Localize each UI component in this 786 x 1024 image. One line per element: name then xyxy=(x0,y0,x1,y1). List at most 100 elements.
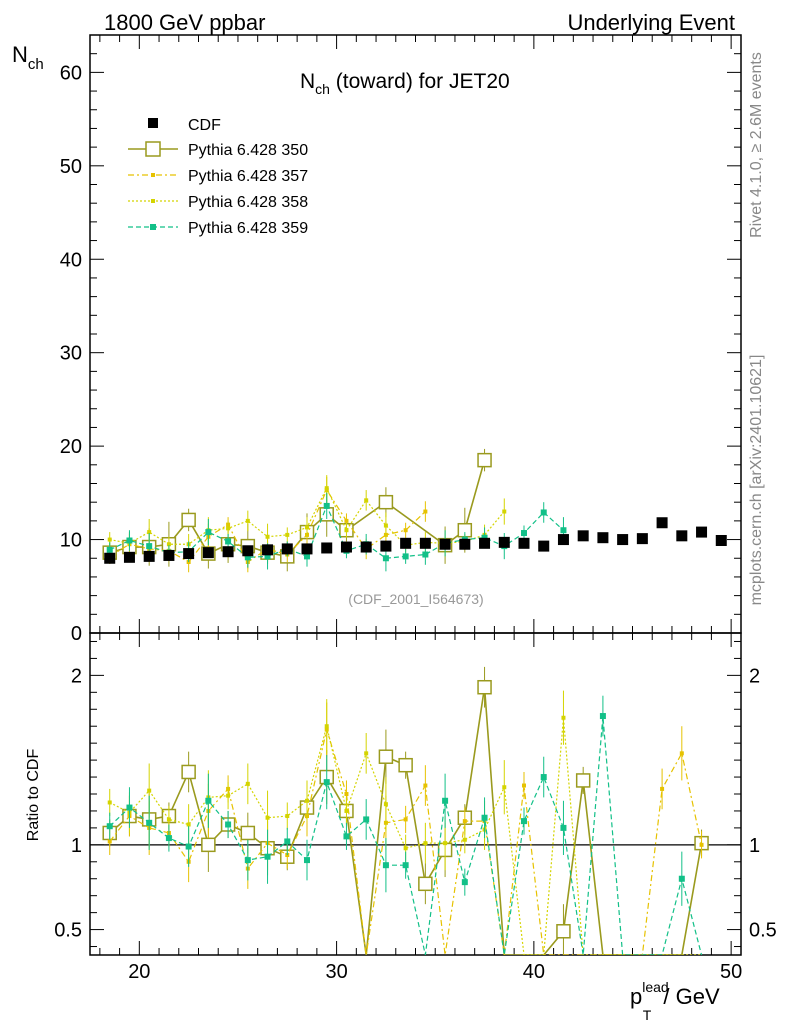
main-title: Nch (toward) for JET20 xyxy=(300,70,510,97)
ratio-point xyxy=(205,797,212,804)
ratio-point xyxy=(678,875,685,882)
ratio-point xyxy=(462,819,467,824)
ratio-point xyxy=(383,802,388,807)
ratio-point xyxy=(522,783,526,788)
y-tick-label-ratio-right: 1 xyxy=(749,835,760,857)
ratio-point xyxy=(343,833,350,840)
legend-entry-350: Pythia 6.428 350 xyxy=(128,141,308,159)
data-point xyxy=(264,553,271,560)
cdf-point xyxy=(321,542,333,554)
data-point xyxy=(364,498,369,503)
y-tick-label-main: 0 xyxy=(71,623,82,645)
legend-marker-358 xyxy=(151,199,155,203)
cdf-point xyxy=(281,543,293,555)
data-point xyxy=(344,528,349,533)
ratio-point xyxy=(461,879,468,886)
legend-marker-350 xyxy=(145,141,161,157)
cdf-point xyxy=(498,536,510,548)
ratio-point xyxy=(165,835,172,842)
ratio-point xyxy=(382,862,389,869)
x-axis-label: plead T / GeV xyxy=(630,979,720,1023)
cdf-point xyxy=(538,540,550,552)
data-point xyxy=(323,502,330,509)
ratio-point xyxy=(185,843,192,850)
legend-label-350: Pythia 6.428 350 xyxy=(188,142,308,159)
ratio-ylabel: Ratio to CDF xyxy=(25,749,42,842)
ratio-point xyxy=(442,797,449,804)
ratio-point xyxy=(285,814,290,819)
y-tick-label-ratio: 2 xyxy=(71,665,82,687)
ratio-point xyxy=(402,862,409,869)
ratio-point xyxy=(560,824,567,831)
header-right: Underlying Event xyxy=(567,10,735,35)
cdf-point xyxy=(222,546,234,558)
source-label: mcplots.cern.ch [arXiv:2401.10621] xyxy=(748,355,765,606)
ratio-point xyxy=(344,792,349,796)
ratio-point xyxy=(462,837,467,842)
ratio-point xyxy=(226,793,231,798)
legend-marker-357 xyxy=(151,173,155,177)
cdf-point xyxy=(479,537,491,549)
data-point xyxy=(402,553,409,560)
data-point xyxy=(540,509,547,516)
ratio-point xyxy=(186,822,191,827)
ratio-point xyxy=(364,751,369,756)
ratio-point xyxy=(225,821,232,828)
ratio-point xyxy=(344,808,349,813)
y-tick-label-main: 30 xyxy=(60,343,82,365)
ratio-point xyxy=(107,839,112,844)
cdf-point xyxy=(715,534,727,546)
ratio-point xyxy=(699,842,704,847)
y-tick-label-ratio: 1 xyxy=(71,835,82,857)
ratio-point xyxy=(477,679,492,695)
events-label: Rivet 4.1.0, ≥ 2.6M events xyxy=(748,52,765,238)
plot-layer: 20 30 40 50 0 10 20 30 40 50 60 0.5 0.5 1 1 2 2 xyxy=(54,34,777,983)
y-tick-label-main: 20 xyxy=(60,436,82,458)
cdf-point xyxy=(202,547,214,559)
analysis-id: (CDF_2001_I564673) xyxy=(348,591,483,607)
cdf-point xyxy=(419,537,431,549)
ratio-point xyxy=(423,841,428,846)
y-tick-label-ratio-right: 0.5 xyxy=(749,920,777,942)
ratio-point xyxy=(323,779,330,786)
ratio-point xyxy=(244,857,251,864)
ratio-point xyxy=(106,823,113,830)
data-point xyxy=(422,551,429,558)
x-tick-label: 40 xyxy=(523,961,545,983)
data-point xyxy=(378,494,394,510)
ratio-point xyxy=(201,837,216,853)
ratio-point xyxy=(107,800,112,805)
data-point xyxy=(502,509,507,514)
ratio-point xyxy=(146,819,153,826)
ratio-point xyxy=(521,818,527,825)
ratio-panel-frame xyxy=(89,632,742,956)
cdf-point xyxy=(400,537,412,549)
data-point xyxy=(285,532,290,537)
data-point xyxy=(126,537,133,544)
data-point xyxy=(304,553,310,560)
ratio-point xyxy=(305,798,309,803)
cdf-point xyxy=(676,530,688,542)
data-point xyxy=(477,452,492,468)
data-point xyxy=(383,523,388,528)
cdf-point xyxy=(636,533,648,545)
cdf-point xyxy=(617,534,629,546)
y-tick-label-main: 40 xyxy=(60,249,82,271)
cdf-point xyxy=(340,541,352,553)
data-point xyxy=(181,512,196,528)
x-tick-label: 30 xyxy=(325,961,347,983)
ratio-point xyxy=(679,751,684,756)
ratio-point xyxy=(556,924,571,939)
cdf-point xyxy=(143,550,155,562)
cdf-point xyxy=(163,549,175,561)
ratio-point xyxy=(240,825,256,841)
x-tick-label: 20 xyxy=(128,961,150,983)
legend-marker-359 xyxy=(150,224,156,230)
legend-entry-358: Pythia 6.428 358 xyxy=(128,194,308,211)
y-tick-label-main: 60 xyxy=(60,62,82,84)
cdf-point xyxy=(104,552,116,564)
data-point xyxy=(226,526,231,531)
ratio-point xyxy=(264,853,271,860)
cdf-point xyxy=(123,551,135,563)
